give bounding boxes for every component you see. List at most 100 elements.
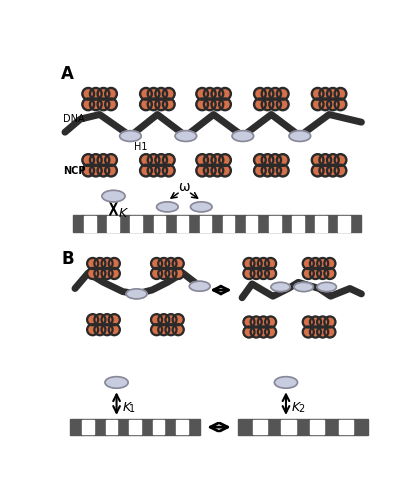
Bar [315,216,327,232]
Circle shape [204,154,216,166]
Circle shape [140,88,152,100]
Circle shape [166,268,176,279]
Ellipse shape [157,202,178,212]
Circle shape [151,258,162,269]
Circle shape [317,268,328,279]
Circle shape [335,88,347,100]
Circle shape [87,268,98,279]
Circle shape [101,314,113,325]
Circle shape [243,316,254,328]
Circle shape [219,98,231,110]
Circle shape [319,154,331,166]
Circle shape [243,268,254,279]
Circle shape [151,314,162,325]
Circle shape [219,165,231,177]
Bar [153,420,164,434]
Bar [200,216,211,232]
Circle shape [254,154,266,166]
Circle shape [109,314,120,325]
Circle shape [105,98,117,110]
Circle shape [94,268,106,279]
Circle shape [269,98,281,110]
Circle shape [105,165,117,177]
Circle shape [327,154,339,166]
Circle shape [163,98,175,110]
Circle shape [258,316,269,328]
Circle shape [212,88,223,100]
Bar [176,420,188,434]
Circle shape [262,88,273,100]
Text: 1: 1 [129,403,135,414]
Circle shape [324,327,336,338]
Circle shape [94,258,106,269]
Circle shape [173,324,184,335]
Bar [281,420,296,434]
Bar [310,420,324,434]
Circle shape [173,258,184,269]
Text: K: K [292,400,300,414]
Circle shape [258,258,269,269]
Circle shape [254,165,266,177]
Ellipse shape [271,282,290,292]
Circle shape [166,324,176,335]
Circle shape [317,327,328,338]
Circle shape [90,154,102,166]
Circle shape [312,88,323,100]
Circle shape [251,258,262,269]
Circle shape [158,258,169,269]
Circle shape [155,88,167,100]
Circle shape [109,324,120,335]
Circle shape [327,98,339,110]
Circle shape [324,316,336,328]
Ellipse shape [191,202,212,212]
Circle shape [310,327,321,338]
Circle shape [87,324,98,335]
Circle shape [219,154,231,166]
Circle shape [262,98,273,110]
Circle shape [151,324,162,335]
Circle shape [151,268,162,279]
Bar [338,216,350,232]
Circle shape [277,88,289,100]
Ellipse shape [175,131,197,141]
Circle shape [83,165,94,177]
Circle shape [310,268,321,279]
Circle shape [204,88,216,100]
Text: DNA: DNA [63,114,85,124]
Circle shape [303,268,314,279]
Circle shape [262,165,273,177]
Text: 2: 2 [298,403,305,414]
Circle shape [265,316,276,328]
Circle shape [254,98,266,110]
Circle shape [94,324,106,335]
Circle shape [83,98,94,110]
Circle shape [277,165,289,177]
Bar [153,216,165,232]
Circle shape [98,154,109,166]
Circle shape [98,88,109,100]
Circle shape [324,258,336,269]
Bar [72,215,362,232]
Ellipse shape [317,282,336,292]
Circle shape [219,88,231,100]
Circle shape [212,98,223,110]
Bar [129,420,141,434]
Circle shape [324,268,336,279]
Circle shape [109,268,120,279]
Circle shape [277,98,289,110]
Bar [238,419,367,435]
Circle shape [148,165,159,177]
Circle shape [317,258,328,269]
Circle shape [310,316,321,328]
Circle shape [265,327,276,338]
Text: ω: ω [178,180,190,194]
Bar [107,216,119,232]
Circle shape [101,258,113,269]
Bar [106,420,117,434]
Circle shape [327,88,339,100]
Circle shape [310,258,321,269]
Ellipse shape [232,131,253,141]
Circle shape [148,98,159,110]
Bar [292,216,304,232]
Circle shape [197,154,208,166]
